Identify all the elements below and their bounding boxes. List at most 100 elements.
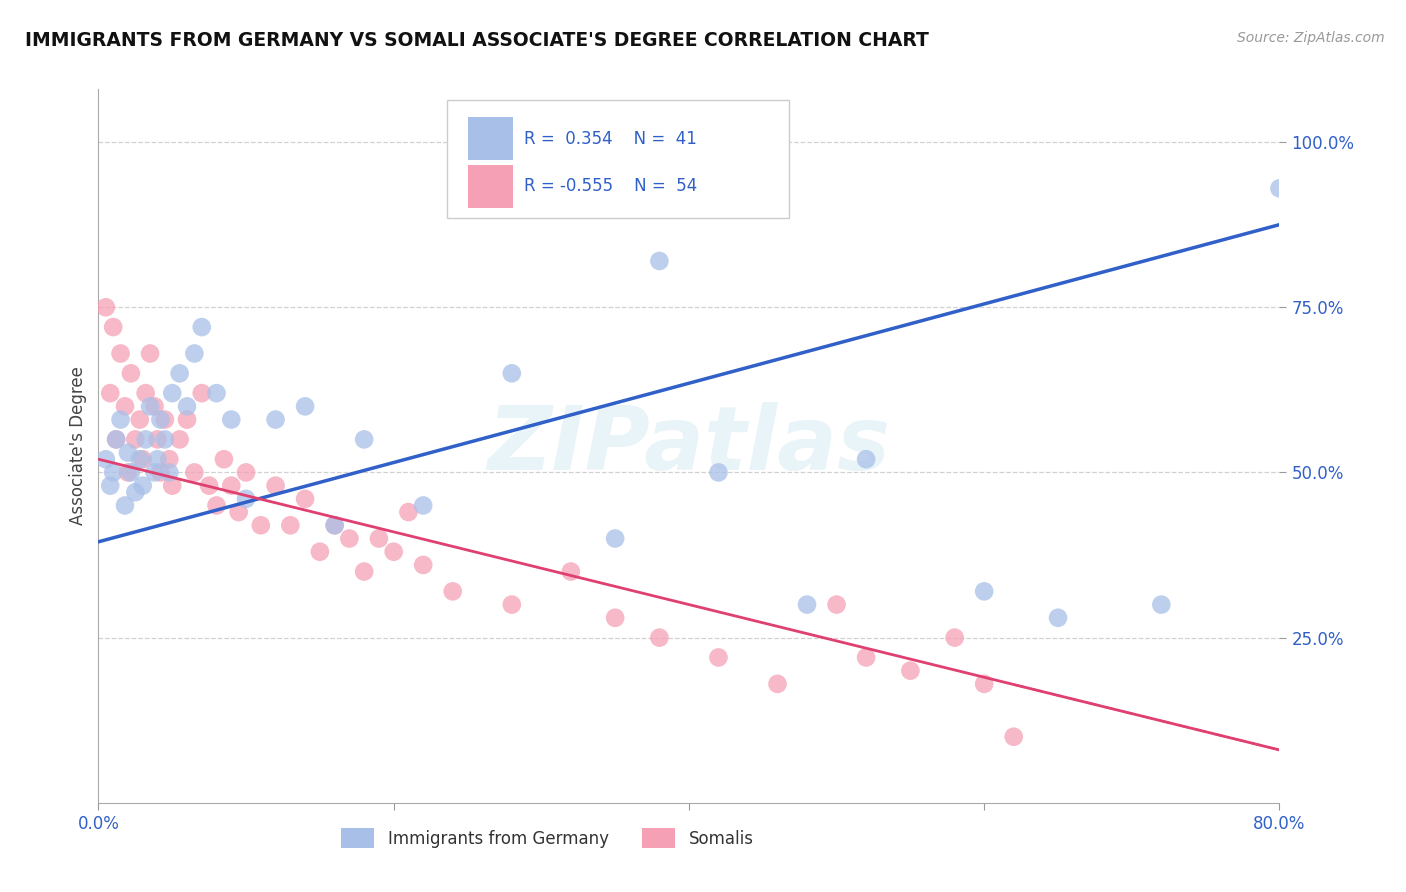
Point bbox=[943, 631, 966, 645]
Y-axis label: Associate's Degree: Associate's Degree bbox=[69, 367, 87, 525]
Point bbox=[294, 400, 316, 414]
Point bbox=[176, 412, 198, 426]
Point bbox=[1150, 598, 1173, 612]
Point bbox=[766, 677, 789, 691]
Point bbox=[135, 433, 157, 447]
Point bbox=[501, 367, 523, 381]
Point bbox=[235, 466, 257, 480]
Point bbox=[796, 598, 818, 612]
Point bbox=[176, 400, 198, 414]
Point bbox=[153, 412, 176, 426]
Point bbox=[143, 466, 166, 480]
Point bbox=[183, 346, 205, 360]
Point bbox=[264, 478, 287, 492]
Point bbox=[855, 452, 877, 467]
Point bbox=[412, 558, 434, 572]
Point bbox=[132, 452, 155, 467]
Point bbox=[169, 367, 191, 381]
Point bbox=[162, 478, 183, 492]
Point bbox=[250, 518, 273, 533]
Point bbox=[605, 611, 627, 625]
Point bbox=[973, 677, 995, 691]
Point bbox=[135, 386, 157, 401]
Point bbox=[309, 545, 332, 559]
Point bbox=[183, 466, 205, 480]
Point bbox=[153, 433, 176, 447]
Point bbox=[110, 346, 132, 360]
Point bbox=[353, 565, 375, 579]
Point bbox=[441, 584, 464, 599]
Bar bbox=[468, 165, 513, 208]
Point bbox=[139, 400, 162, 414]
Point bbox=[114, 499, 136, 513]
Point bbox=[191, 320, 214, 334]
Point bbox=[94, 300, 117, 314]
Point bbox=[120, 466, 142, 480]
Point bbox=[117, 445, 139, 459]
Point bbox=[707, 650, 730, 665]
Point bbox=[1046, 611, 1070, 625]
Point bbox=[228, 505, 250, 519]
Point bbox=[198, 478, 221, 492]
Point bbox=[605, 532, 627, 546]
Point bbox=[1002, 730, 1025, 744]
Point bbox=[323, 518, 346, 533]
Point bbox=[323, 518, 346, 533]
Point bbox=[382, 545, 405, 559]
Point bbox=[648, 631, 671, 645]
Point bbox=[221, 412, 243, 426]
Point bbox=[235, 491, 257, 506]
Point bbox=[105, 433, 128, 447]
Point bbox=[114, 400, 136, 414]
Point bbox=[143, 400, 166, 414]
Point bbox=[98, 386, 121, 401]
Point bbox=[128, 412, 150, 426]
Point bbox=[1268, 181, 1291, 195]
Point bbox=[707, 466, 730, 480]
Point bbox=[825, 598, 848, 612]
Legend: Immigrants from Germany, Somalis: Immigrants from Germany, Somalis bbox=[335, 822, 761, 855]
Point bbox=[973, 584, 995, 599]
Bar bbox=[468, 118, 513, 161]
Point bbox=[149, 466, 172, 480]
Point bbox=[149, 412, 172, 426]
Text: R =  0.354    N =  41: R = 0.354 N = 41 bbox=[523, 130, 696, 148]
Point bbox=[205, 499, 228, 513]
Text: ZIPatlas: ZIPatlas bbox=[488, 402, 890, 490]
Point bbox=[221, 478, 243, 492]
Text: IMMIGRANTS FROM GERMANY VS SOMALI ASSOCIATE'S DEGREE CORRELATION CHART: IMMIGRANTS FROM GERMANY VS SOMALI ASSOCI… bbox=[25, 31, 929, 50]
Point bbox=[205, 386, 228, 401]
Point bbox=[855, 650, 877, 665]
Point bbox=[501, 598, 523, 612]
Point bbox=[339, 532, 361, 546]
Point bbox=[412, 499, 434, 513]
Point bbox=[169, 433, 191, 447]
Point bbox=[294, 491, 316, 506]
Point bbox=[353, 433, 375, 447]
Point bbox=[560, 565, 582, 579]
FancyBboxPatch shape bbox=[447, 100, 789, 218]
Point bbox=[146, 452, 169, 467]
Point bbox=[132, 478, 155, 492]
Point bbox=[105, 433, 128, 447]
Point bbox=[157, 452, 180, 467]
Point bbox=[124, 433, 146, 447]
Point bbox=[94, 452, 117, 467]
Point bbox=[398, 505, 420, 519]
Point bbox=[162, 386, 183, 401]
Point bbox=[648, 254, 671, 268]
Point bbox=[139, 346, 162, 360]
Point bbox=[103, 466, 125, 480]
Text: Source: ZipAtlas.com: Source: ZipAtlas.com bbox=[1237, 31, 1385, 45]
Point bbox=[212, 452, 235, 467]
Point bbox=[98, 478, 121, 492]
Point bbox=[103, 320, 125, 334]
Point bbox=[368, 532, 391, 546]
Point bbox=[900, 664, 922, 678]
Point bbox=[110, 412, 132, 426]
Point bbox=[191, 386, 214, 401]
Point bbox=[157, 466, 180, 480]
Point bbox=[146, 433, 169, 447]
Point bbox=[128, 452, 150, 467]
Point bbox=[280, 518, 302, 533]
